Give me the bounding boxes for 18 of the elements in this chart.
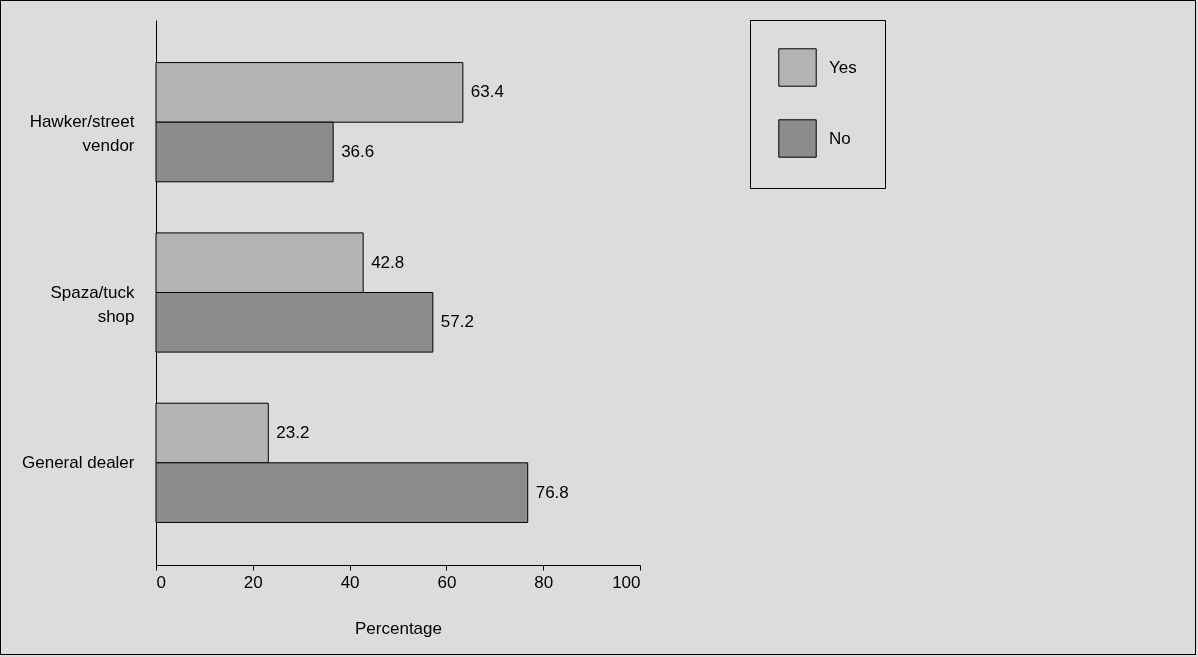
legend-label: Yes xyxy=(829,57,857,77)
data-label: 57.2 xyxy=(440,312,474,332)
x-axis-title: Percentage xyxy=(355,618,442,638)
x-tick-label: 80 xyxy=(534,572,554,592)
legend-label: No xyxy=(829,128,851,148)
y-tick-label: General dealer xyxy=(22,452,135,472)
data-label: 76.8 xyxy=(535,482,569,502)
x-tick-label: 60 xyxy=(437,572,457,592)
x-tick-label: 0 xyxy=(156,572,166,592)
y-tick-label: Spaza/tuck shop xyxy=(50,282,135,326)
y-tick-label: Hawker/street vendor xyxy=(29,112,135,156)
x-tick-label: 40 xyxy=(340,572,360,592)
data-label: 42.8 xyxy=(371,252,405,272)
data-label: 23.2 xyxy=(276,423,310,443)
x-tick-label: 20 xyxy=(243,572,263,592)
x-tick-label: 100 xyxy=(612,572,641,592)
data-label: 63.4 xyxy=(470,82,504,102)
data-label: 36.6 xyxy=(341,141,375,161)
